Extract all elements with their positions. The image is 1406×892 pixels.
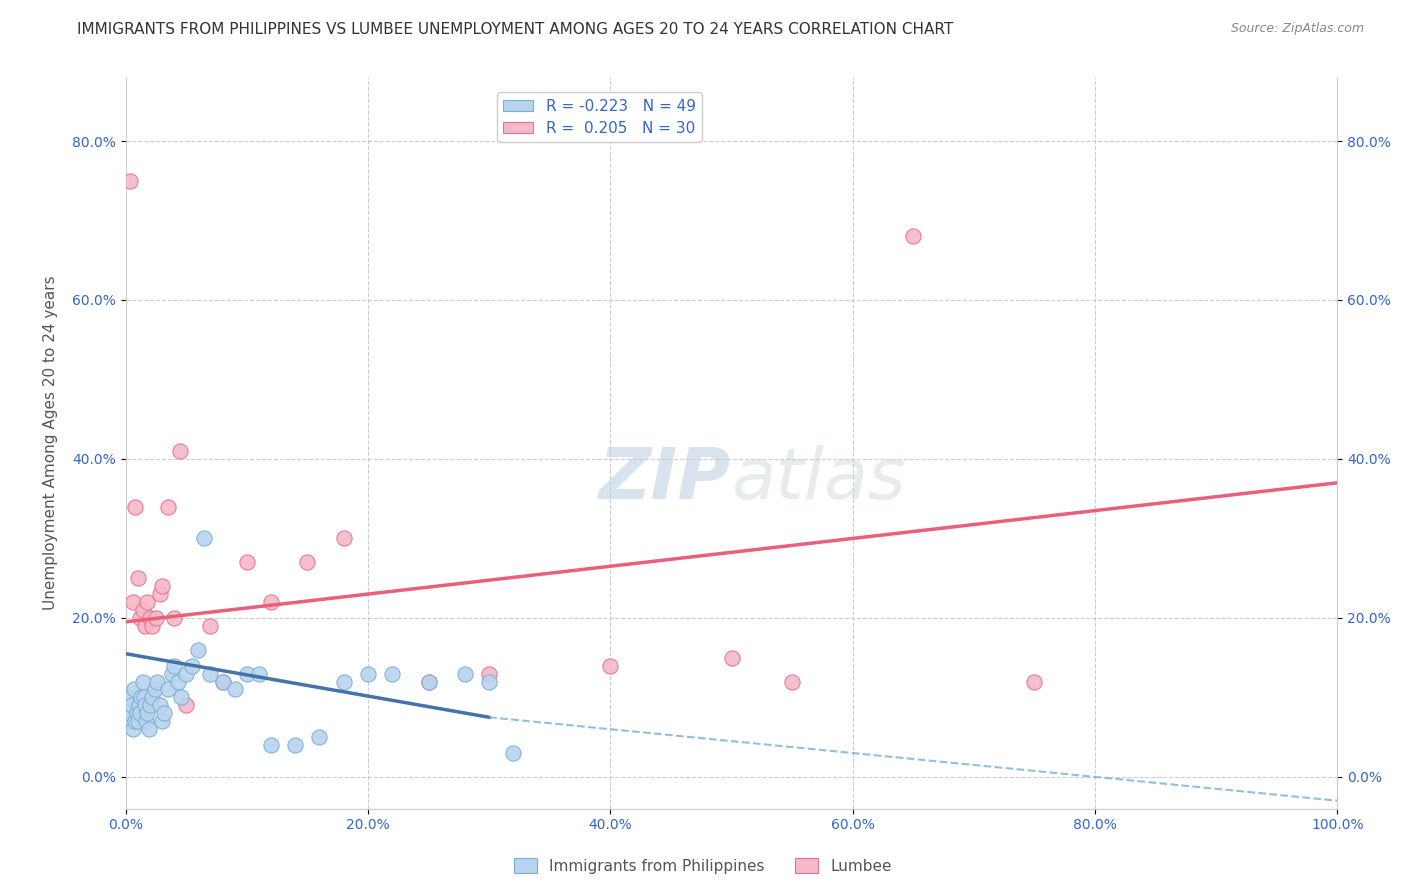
Point <box>200 619 222 633</box>
Point <box>134 698 156 713</box>
Point <box>148 698 170 713</box>
Point <box>780 674 803 689</box>
Point <box>200 666 222 681</box>
Point <box>502 746 524 760</box>
Point <box>260 595 283 609</box>
Point <box>139 611 162 625</box>
Legend: R = -0.223   N = 49, R =  0.205   N = 30: R = -0.223 N = 49, R = 0.205 N = 30 <box>496 93 702 142</box>
Point <box>138 722 160 736</box>
Text: ZIP: ZIP <box>599 445 731 514</box>
Point <box>150 579 173 593</box>
Point <box>122 595 145 609</box>
Point <box>145 611 167 625</box>
Point <box>150 714 173 729</box>
Point <box>153 706 176 721</box>
Point <box>903 229 925 244</box>
Point <box>143 682 166 697</box>
Point <box>124 714 146 729</box>
Point <box>332 674 354 689</box>
Point <box>211 674 233 689</box>
Point <box>163 611 186 625</box>
Point <box>139 698 162 713</box>
Point <box>174 666 197 681</box>
Point <box>260 738 283 752</box>
Point <box>720 650 742 665</box>
Point <box>163 658 186 673</box>
Point <box>148 587 170 601</box>
Point <box>131 674 153 689</box>
Point <box>224 682 246 697</box>
Point <box>122 722 145 736</box>
Point <box>128 698 150 713</box>
Point <box>134 619 156 633</box>
Point <box>357 666 380 681</box>
Point <box>129 706 152 721</box>
Point <box>160 666 183 681</box>
Point <box>136 595 159 609</box>
Point <box>332 532 354 546</box>
Point <box>131 690 153 705</box>
Point <box>157 682 180 697</box>
Point <box>166 674 188 689</box>
Point <box>121 698 143 713</box>
Point <box>236 666 259 681</box>
Text: Source: ZipAtlas.com: Source: ZipAtlas.com <box>1230 22 1364 36</box>
Point <box>132 690 155 705</box>
Point <box>146 674 169 689</box>
Point <box>141 619 163 633</box>
Point <box>418 674 440 689</box>
Point <box>170 690 193 705</box>
Point <box>124 500 146 514</box>
Point <box>131 603 153 617</box>
Point <box>284 738 307 752</box>
Point <box>120 706 142 721</box>
Point <box>478 666 501 681</box>
Point <box>454 666 477 681</box>
Point <box>193 532 215 546</box>
Legend: Immigrants from Philippines, Lumbee: Immigrants from Philippines, Lumbee <box>508 852 898 880</box>
Point <box>1024 674 1046 689</box>
Point <box>135 714 157 729</box>
Point <box>120 174 142 188</box>
Point <box>187 642 209 657</box>
Point <box>174 698 197 713</box>
Point <box>157 500 180 514</box>
Point <box>136 706 159 721</box>
Point <box>117 690 139 705</box>
Point <box>308 730 330 744</box>
Point <box>127 571 149 585</box>
Point <box>181 658 204 673</box>
Point <box>127 714 149 729</box>
Point <box>125 706 148 721</box>
Point <box>381 666 404 681</box>
Point <box>418 674 440 689</box>
Point <box>169 444 191 458</box>
Point <box>478 674 501 689</box>
Point <box>236 555 259 569</box>
Point <box>122 682 145 697</box>
Point <box>211 674 233 689</box>
Point <box>247 666 270 681</box>
Point <box>297 555 319 569</box>
Y-axis label: Unemployment Among Ages 20 to 24 years: Unemployment Among Ages 20 to 24 years <box>44 276 58 610</box>
Point <box>129 611 152 625</box>
Point <box>141 690 163 705</box>
Text: atlas: atlas <box>731 445 905 514</box>
Point <box>118 714 141 729</box>
Text: IMMIGRANTS FROM PHILIPPINES VS LUMBEE UNEMPLOYMENT AMONG AGES 20 TO 24 YEARS COR: IMMIGRANTS FROM PHILIPPINES VS LUMBEE UN… <box>77 22 953 37</box>
Point <box>599 658 621 673</box>
